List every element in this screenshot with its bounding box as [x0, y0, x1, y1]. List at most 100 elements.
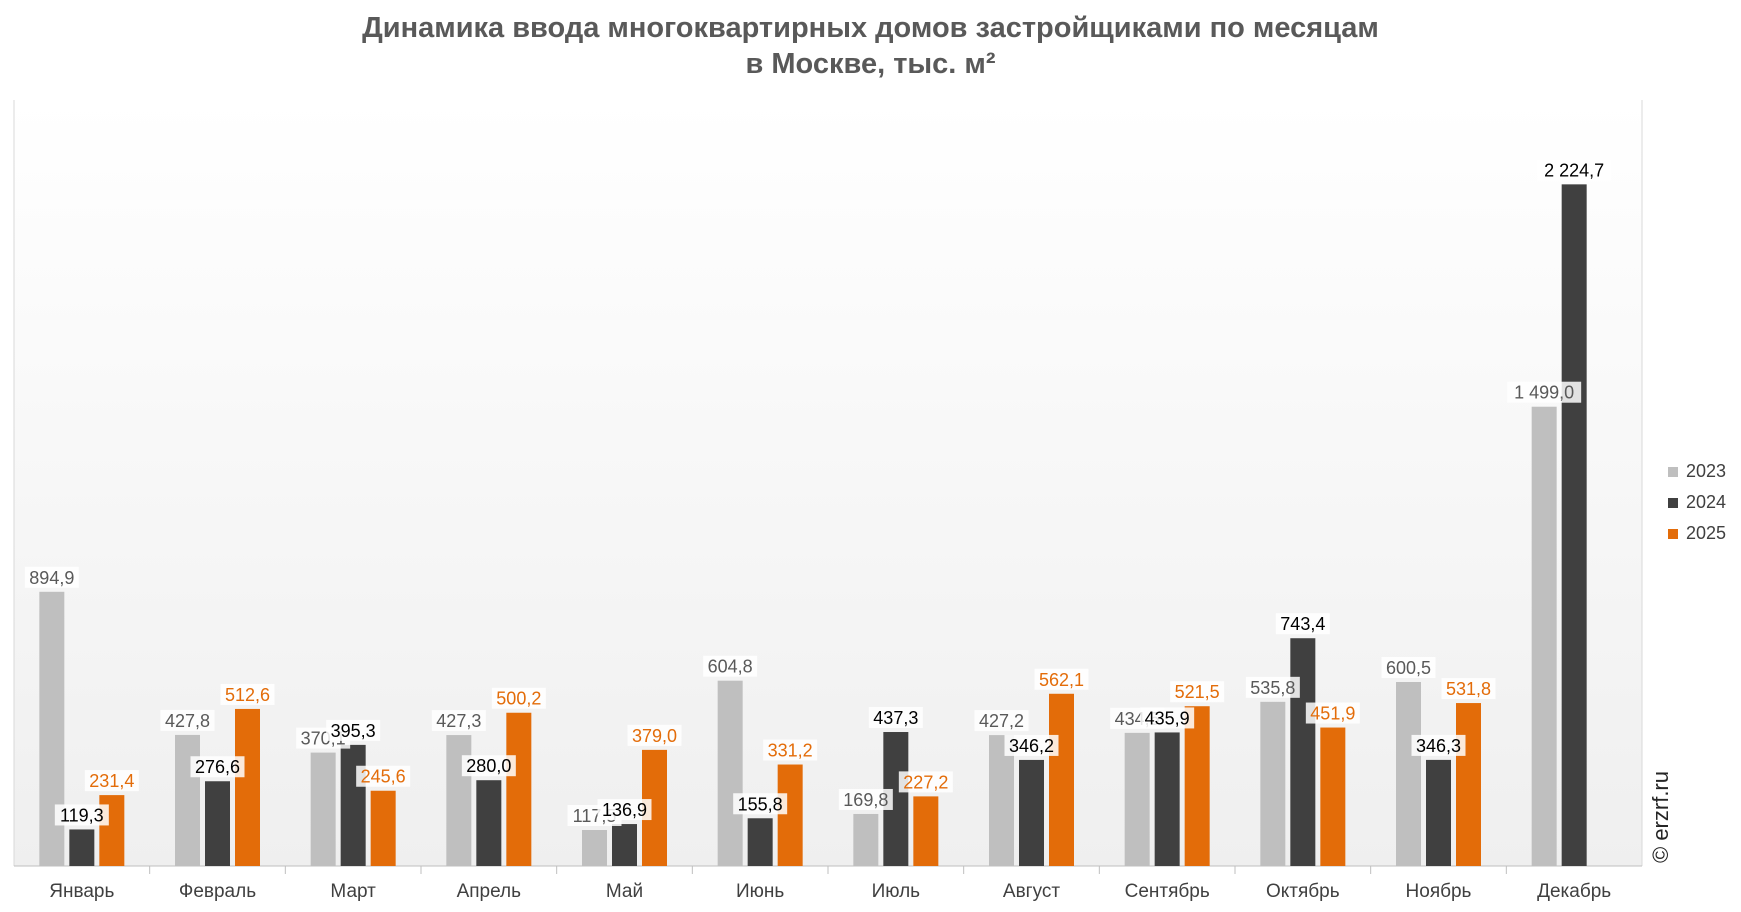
data-label-bg: [1411, 734, 1466, 756]
legend-label-2025: 2025: [1686, 523, 1727, 543]
data-label-bg: [326, 719, 381, 741]
x-tick-label-2: Февраль: [179, 881, 256, 902]
x-tick-label-5: Май: [606, 881, 643, 902]
data-label-bg: [356, 765, 411, 787]
bar-2023-4: [446, 735, 472, 866]
legend-label-2024: 2024: [1686, 492, 1727, 512]
title-line-2: в Москве, тыс. м²: [745, 48, 996, 80]
data-label-bg: [1140, 707, 1195, 729]
bar-2024-9: [1154, 732, 1180, 866]
data-label-bg: [1245, 676, 1300, 698]
data-label-2023-6: 604,8: [708, 657, 753, 677]
data-label-2024-12: 2 224,7: [1544, 160, 1604, 180]
bar-2023-7: [853, 813, 879, 866]
data-label-bg: [1034, 668, 1089, 690]
data-label-2025-6: 331,2: [768, 741, 813, 761]
legend-swatch-2023: [1668, 466, 1678, 477]
data-label-2025-2: 512,6: [225, 685, 270, 705]
data-label-bg: [868, 707, 923, 729]
data-label-2023-7: 169,8: [843, 790, 888, 810]
data-label-2024-11: 346,3: [1416, 736, 1461, 756]
data-label-2025-11: 531,8: [1446, 679, 1491, 699]
bar-2023-11: [1396, 682, 1421, 866]
data-label-2023-4: 427,3: [436, 711, 481, 731]
data-label-bg: [160, 709, 215, 731]
bar-2025-6: [777, 764, 803, 866]
data-label-bg: [461, 755, 516, 777]
bar-2024-3: [340, 744, 366, 866]
bar-2025-9: [1184, 706, 1210, 866]
page-title: Динамика ввода многоквартирных домов зас…: [0, 10, 1741, 82]
chart-legend: 2023 2024 2025: [1668, 456, 1726, 549]
bar-2024-10: [1290, 638, 1316, 866]
bar-2023-12: [1531, 406, 1557, 866]
bar-2024-5: [612, 824, 637, 866]
data-label-2025-3: 245,6: [361, 767, 406, 787]
data-label-bg: [597, 799, 652, 821]
data-label-2023-2: 427,8: [165, 711, 210, 731]
x-tick-label-3: Март: [330, 881, 376, 902]
bar-2023-9: [1124, 732, 1150, 866]
legend-item-2025: 2025: [1668, 518, 1726, 549]
x-tick-label-11: Ноябрь: [1406, 881, 1472, 902]
data-label-2025-7: 227,2: [903, 772, 948, 792]
data-label-2023-1: 894,9: [29, 568, 74, 588]
data-label-2023-12: 1 499,0: [1514, 383, 1574, 403]
bar-2024-1: [69, 829, 95, 866]
legend-item-2023: 2023: [1668, 456, 1726, 487]
bar-2023-5: [582, 829, 607, 866]
data-label-2024-1: 119,3: [60, 805, 104, 825]
data-label-bg: [627, 724, 682, 746]
data-label-2025-10: 451,9: [1310, 704, 1355, 724]
data-label-bg: [838, 788, 893, 810]
data-label-2025-4: 500,2: [496, 689, 541, 709]
data-label-bg: [1537, 159, 1612, 181]
x-tick-label-4: Апрель: [457, 881, 522, 902]
data-label-2024-5: 136,9: [602, 800, 647, 820]
data-label-bg: [733, 793, 788, 815]
data-label-2025-8: 562,1: [1039, 670, 1084, 690]
data-label-2023-8: 427,2: [979, 711, 1024, 731]
data-label-bg: [898, 771, 953, 793]
data-label-2025-9: 521,5: [1175, 682, 1220, 702]
bar-2024-8: [1019, 759, 1044, 866]
x-tick-label-7: Июль: [872, 881, 921, 902]
bar-2023-2: [175, 734, 200, 866]
data-label-2024-6: 155,8: [738, 794, 783, 814]
watermark-text: © erzrf.ru: [1648, 771, 1673, 863]
data-label-2025-1: 231,4: [89, 771, 134, 791]
bar-2024-11: [1426, 759, 1451, 866]
bar-2025-8: [1049, 693, 1074, 866]
legend-label-2023: 2023: [1686, 461, 1727, 481]
data-label-2024-3: 395,3: [331, 721, 376, 741]
data-label-bg: [763, 739, 818, 761]
bar-2024-12: [1561, 184, 1587, 866]
data-label-2024-4: 280,0: [466, 756, 511, 776]
bar-2024-2: [205, 781, 230, 866]
data-label-bg: [1170, 681, 1225, 703]
data-label-bg: [1004, 734, 1059, 756]
legend-item-2024: 2024: [1668, 487, 1726, 518]
bar-2024-6: [747, 818, 773, 866]
x-tick-label-9: Сентябрь: [1125, 881, 1210, 902]
bar-2025-10: [1320, 727, 1346, 866]
data-label-bg: [84, 770, 139, 792]
data-label-2024-2: 276,6: [195, 757, 240, 777]
data-label-bg: [1275, 613, 1330, 635]
data-label-bg: [1305, 702, 1360, 724]
data-label-2024-10: 743,4: [1280, 614, 1325, 634]
data-label-2025-5: 379,0: [632, 726, 677, 746]
data-label-bg: [1507, 381, 1582, 403]
data-label-bg: [703, 655, 758, 677]
bar-2025-4: [506, 712, 532, 866]
data-label-2023-11: 600,5: [1386, 658, 1431, 678]
data-label-bg: [190, 756, 245, 778]
data-label-bg: [54, 804, 109, 826]
x-tick-label-1: Январь: [49, 881, 114, 902]
data-label-2024-8: 346,2: [1009, 736, 1054, 756]
bar-2024-4: [476, 780, 502, 866]
title-line-1: Динамика ввода многоквартирных домов зас…: [362, 12, 1379, 44]
bar-2025-7: [913, 796, 939, 866]
data-label-bg: [974, 710, 1029, 732]
